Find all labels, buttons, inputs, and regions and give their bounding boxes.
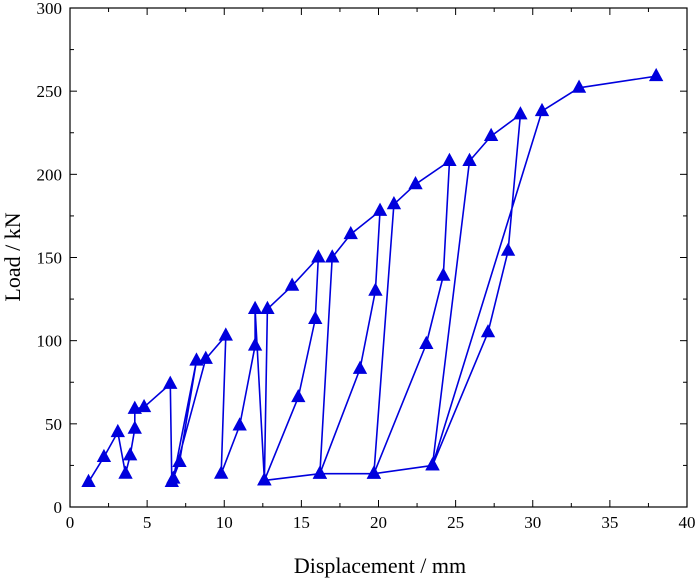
x-tick-label: 35	[601, 513, 618, 532]
data-point-marker	[408, 176, 423, 190]
y-tick-label: 100	[37, 332, 63, 351]
data-point-marker	[368, 282, 383, 296]
data-point-marker	[172, 453, 187, 468]
data-point-marker	[366, 465, 382, 479]
x-tick-label: 5	[143, 513, 152, 532]
data-point-marker	[232, 417, 247, 431]
data-point-marker	[534, 102, 550, 117]
data-point-marker	[284, 277, 300, 291]
data-point-marker	[166, 470, 181, 484]
plot-border	[69, 7, 688, 508]
data-point-marker	[127, 420, 142, 434]
data-point-marker	[436, 267, 451, 281]
data-point-marker	[311, 249, 326, 263]
data-point-marker	[343, 225, 358, 240]
x-tick-label: 10	[216, 513, 233, 532]
y-tick-label: 300	[37, 0, 63, 18]
data-point-marker	[480, 324, 496, 338]
x-tick-label: 15	[293, 513, 310, 532]
data-point-marker	[462, 152, 477, 166]
data-point-marker	[648, 67, 664, 82]
plot-frame	[69, 7, 688, 508]
data-point-marker	[419, 335, 434, 349]
data-point-marker	[163, 375, 178, 389]
x-tick-label: 0	[66, 513, 75, 532]
data-point-marker	[308, 310, 323, 325]
y-tick-label: 200	[37, 165, 63, 184]
data-point-marker	[372, 202, 388, 216]
x-tick-label: 40	[679, 513, 696, 532]
data-point-marker	[352, 360, 368, 374]
data-point-marker	[218, 327, 233, 341]
data-point-marker	[312, 465, 328, 479]
data-point-marker	[442, 152, 457, 166]
y-tick-label: 50	[45, 415, 62, 434]
series-group	[81, 67, 664, 488]
y-tick-label: 250	[37, 82, 63, 101]
data-point-marker	[81, 473, 96, 488]
data-point-marker	[260, 300, 275, 315]
y-axis-title: Load / kN	[0, 212, 25, 301]
axis-ticks	[69, 7, 688, 508]
y-tick-label: 150	[37, 249, 63, 268]
data-point-marker	[513, 106, 528, 120]
data-point-marker	[213, 465, 229, 479]
data-point-marker	[247, 337, 263, 351]
x-tick-label: 25	[447, 513, 464, 532]
data-point-marker	[96, 448, 112, 463]
x-tick-label: 20	[370, 513, 387, 532]
x-tick-label: 30	[524, 513, 541, 532]
data-point-marker	[122, 447, 138, 461]
series-line	[87, 75, 657, 483]
data-point-marker	[483, 127, 499, 142]
y-tick-label: 0	[54, 498, 63, 517]
data-point-marker	[325, 249, 340, 263]
data-point-marker	[500, 242, 516, 256]
data-point-marker	[198, 350, 213, 364]
data-point-marker	[291, 388, 306, 403]
axis-tick-labels: 0 5 10 15 20 25 30 35 40 0 50 100 150 200 250 300	[37, 0, 696, 532]
data-point-marker	[136, 398, 152, 413]
x-axis-title: Displacement / mm	[294, 553, 466, 578]
data-point-marker	[425, 457, 440, 471]
data-point-marker	[571, 79, 587, 93]
data-point-marker	[118, 465, 133, 479]
data-point-marker	[257, 472, 272, 486]
data-point-marker	[247, 300, 263, 315]
data-point-marker	[386, 195, 402, 210]
data-point-marker	[110, 423, 125, 438]
